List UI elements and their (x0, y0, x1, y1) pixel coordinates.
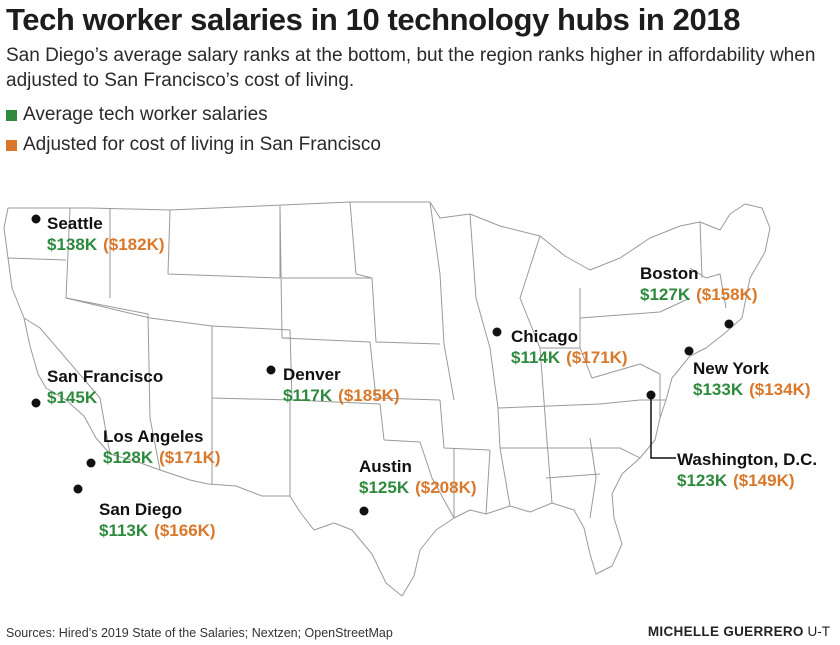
legend-swatch-adjusted (6, 139, 17, 151)
city-name: Los Angeles (103, 427, 204, 446)
city-label-boston: Boston $127K ($158K) (640, 264, 758, 306)
city-dot-austin (359, 506, 369, 516)
city-name: Denver (283, 365, 341, 384)
state-line-8 (211, 325, 293, 401)
city-name: Austin (359, 457, 412, 476)
average-salary: $128K (103, 448, 154, 467)
legend-item-adjusted: Adjusted for cost of living in San Franc… (6, 134, 381, 156)
average-salary: $123K (677, 471, 728, 490)
state-line-21 (500, 447, 641, 479)
city-dot-seattle (31, 214, 41, 224)
city-name: San Diego (99, 500, 183, 519)
city-name: Boston (640, 264, 699, 283)
state-line-3 (23, 317, 111, 455)
legend-label-adjusted: Adjusted for cost of living in San Franc… (23, 134, 382, 155)
city-name: Chicago (511, 327, 579, 346)
adjusted-salary: ($185K) (338, 386, 400, 405)
state-line-15 (429, 201, 455, 401)
washington-leader-line (650, 395, 676, 459)
legend-label-average: Average tech worker salaries (23, 104, 268, 125)
city-label-los-angeles: Los Angeles $128K ($171K) (103, 427, 221, 469)
us-outline (3, 201, 771, 597)
city-dot-san-francisco (31, 398, 41, 408)
adjusted-salary: ($171K) (159, 448, 221, 467)
state-line-4 (65, 297, 161, 471)
credit: MICHELLE GUERRERO U-T (648, 624, 830, 639)
average-salary: $114K (511, 348, 561, 367)
adjusted-salary: ($208K) (415, 478, 477, 497)
state-line-2 (7, 257, 67, 261)
state-line-24 (453, 448, 491, 518)
credit-org: U-T (807, 624, 831, 639)
state-line-9 (211, 398, 291, 496)
source-note: Sources: Hired’s 2019 State of the Salar… (6, 626, 393, 640)
state-line-17 (519, 235, 553, 504)
state-line-14 (375, 397, 491, 451)
credit-author: MICHELLE GUERRERO (647, 624, 804, 639)
state-line-25 (589, 437, 597, 519)
adjusted-salary: ($149K) (733, 471, 795, 490)
average-salary: $138K (47, 235, 98, 254)
state-line-7 (167, 206, 281, 279)
city-dot-boston (724, 319, 734, 329)
city-name: Washington, D.C. (677, 450, 818, 469)
adjusted-salary: ($166K) (154, 521, 216, 540)
city-label-washington: Washington, D.C. $123K ($149K) (677, 450, 817, 492)
city-label-san-francisco: San Francisco $145K (47, 367, 163, 409)
state-line-18 (497, 399, 666, 409)
state-line-12 (291, 399, 455, 519)
city-label-chicago: Chicago $114K ($171K) (511, 327, 628, 369)
chart-subtitle: San Diego’s average salary ranks at the … (6, 45, 816, 91)
chart-title: Tech worker salaries in 10 technology hu… (6, 2, 741, 37)
city-dot-new-york (684, 346, 694, 356)
average-salary: $145K (47, 388, 98, 407)
city-dot-san-diego (73, 484, 83, 494)
adjusted-salary: ($134K) (749, 380, 811, 399)
state-line-19 (540, 347, 641, 379)
state-line-22 (689, 221, 727, 309)
state-line-13 (349, 201, 441, 345)
state-line-23 (639, 363, 661, 418)
us-map (3, 201, 771, 597)
city-label-seattle: Seattle $138K ($182K) (47, 214, 165, 256)
state-line-16 (469, 213, 511, 507)
average-salary: $133K (693, 380, 744, 399)
average-salary: $117K (283, 386, 333, 405)
state-line-20 (579, 288, 691, 348)
city-dot-denver (266, 365, 276, 375)
adjusted-salary: ($158K) (696, 285, 758, 304)
average-salary: $113K (99, 521, 149, 540)
state-line-10 (279, 205, 377, 399)
city-label-denver: Denver $117K ($185K) (283, 365, 400, 407)
adjusted-salary: ($171K) (566, 348, 628, 367)
state-line-11 (282, 277, 372, 339)
average-salary: $127K (640, 285, 691, 304)
adjusted-salary: ($182K) (103, 235, 165, 254)
city-dot-los-angeles (86, 458, 96, 468)
city-dot-chicago (492, 327, 502, 337)
legend-swatch-average (6, 109, 17, 121)
city-name: Seattle (47, 214, 103, 233)
legend-item-average: Average tech worker salaries (6, 104, 268, 126)
city-label-new-york: New York $133K ($134K) (693, 359, 811, 401)
city-name: New York (693, 359, 769, 378)
city-label-san-diego: San Diego $113K ($166K) (99, 500, 216, 542)
city-name: San Francisco (47, 367, 164, 386)
average-salary: $125K (359, 478, 410, 497)
city-label-austin: Austin $125K ($208K) (359, 457, 477, 499)
